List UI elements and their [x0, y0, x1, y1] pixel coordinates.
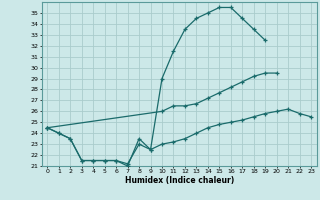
X-axis label: Humidex (Indice chaleur): Humidex (Indice chaleur) [124, 176, 234, 185]
